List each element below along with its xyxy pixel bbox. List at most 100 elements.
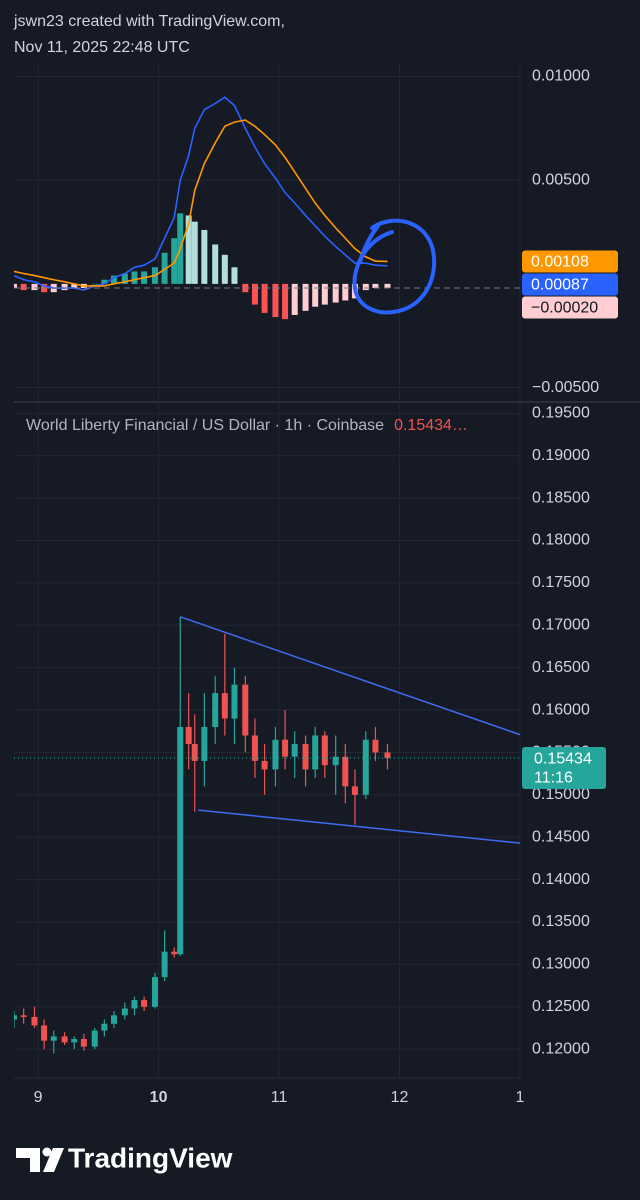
candle-body bbox=[351, 786, 358, 795]
candle-body bbox=[91, 1030, 98, 1047]
histogram-bar bbox=[342, 283, 349, 301]
price-label-box bbox=[522, 250, 618, 273]
candle-body bbox=[261, 760, 268, 770]
price-label-text: 0.00087 bbox=[531, 277, 589, 294]
y-tick-label: 0.19500 bbox=[532, 405, 590, 422]
histogram-bar bbox=[312, 283, 319, 307]
legend-price: 0.15434… bbox=[394, 417, 468, 434]
candle-body bbox=[80, 1039, 87, 1047]
histogram-bar bbox=[201, 229, 208, 284]
candle-body bbox=[141, 1000, 148, 1007]
candle-body bbox=[312, 735, 319, 770]
histogram-bar bbox=[161, 252, 168, 284]
candle-body bbox=[201, 727, 208, 761]
histogram-bar bbox=[110, 275, 117, 284]
y-tick-label: −0.00500 bbox=[532, 379, 599, 396]
y-tick-label: 0.14000 bbox=[532, 871, 590, 888]
histogram-bar bbox=[31, 283, 38, 291]
logo-mark bbox=[16, 1148, 40, 1172]
macd-line bbox=[14, 96, 388, 291]
histogram-bar bbox=[121, 273, 128, 284]
legend: World Liberty Financial / US Dollar · 1h… bbox=[26, 417, 468, 434]
candle-body bbox=[161, 951, 168, 978]
chart-layer: 0.01000 0.00500 −0.00500 0.00108 0.00087 −0.0… bbox=[14, 62, 618, 1106]
histogram-bar bbox=[272, 283, 279, 318]
candle-body bbox=[342, 756, 349, 787]
price-label: −0.00020 bbox=[522, 296, 618, 319]
y-tick-label: 0.13500 bbox=[532, 913, 590, 930]
candle-body bbox=[251, 735, 258, 761]
x-tick-label: 9 bbox=[34, 1089, 43, 1106]
candles bbox=[14, 616, 520, 1054]
histogram-bar bbox=[91, 283, 98, 285]
y-tick-label: 0.12500 bbox=[532, 998, 590, 1015]
header-line: Nov 11, 2025 22:48 UTC bbox=[14, 39, 190, 56]
x-tick-label: 1 bbox=[516, 1089, 525, 1106]
histogram-bar bbox=[261, 283, 268, 313]
candle-body bbox=[221, 693, 228, 719]
price-label-text: 0.00108 bbox=[531, 254, 589, 271]
candle-body bbox=[384, 752, 391, 759]
header-line: jswn23 created with TradingView.com, bbox=[13, 13, 285, 30]
logo: TradingView bbox=[16, 1142, 233, 1173]
candle-body bbox=[362, 739, 369, 795]
last-price-box bbox=[522, 747, 606, 790]
price-label: 0.00108 bbox=[522, 250, 618, 273]
histogram-bar bbox=[251, 283, 258, 305]
price-label: 0.00087 bbox=[522, 273, 618, 296]
macd-plot bbox=[14, 96, 391, 320]
candle-body bbox=[212, 693, 219, 728]
price-label-box bbox=[522, 296, 618, 319]
trendline bbox=[198, 809, 520, 844]
histogram-bar bbox=[61, 283, 68, 291]
histogram-bar bbox=[332, 283, 339, 303]
histogram-bar bbox=[131, 271, 138, 284]
hand-drawn-stroke bbox=[358, 224, 380, 264]
histogram-bar bbox=[14, 283, 17, 289]
brand: TradingView bbox=[68, 1142, 233, 1173]
y-tick-label: 0.15000 bbox=[532, 786, 590, 803]
candle-body bbox=[110, 1015, 117, 1024]
histogram-bar bbox=[231, 267, 238, 284]
candle-body bbox=[302, 743, 309, 770]
candle-body bbox=[242, 684, 249, 736]
histogram-bar bbox=[185, 215, 192, 284]
price-label-box bbox=[522, 273, 618, 296]
candle-body bbox=[101, 1023, 108, 1031]
countdown-text: 11:16 bbox=[534, 769, 573, 786]
candle-body bbox=[31, 1016, 38, 1026]
y-tick-label: 0.18500 bbox=[532, 489, 590, 506]
histogram-bar bbox=[384, 283, 391, 289]
histogram-bar bbox=[101, 279, 108, 284]
histogram-bar bbox=[291, 283, 298, 315]
y-tick-label: 0.17000 bbox=[532, 616, 590, 633]
histogram-bar bbox=[372, 283, 379, 289]
histogram-bar bbox=[282, 283, 289, 320]
x-tick-label: 11 bbox=[271, 1089, 288, 1106]
candle-body bbox=[14, 1015, 17, 1020]
candle-body bbox=[131, 1000, 138, 1009]
candle-body bbox=[191, 743, 198, 761]
y-tick-label: 0.01000 bbox=[532, 68, 590, 85]
y-tick-label: 0.17500 bbox=[532, 574, 590, 591]
candle-body bbox=[321, 735, 328, 766]
histogram-bar bbox=[191, 221, 198, 284]
candle-body bbox=[61, 1036, 68, 1043]
histogram-bar bbox=[321, 283, 328, 305]
logo-mark bbox=[43, 1148, 64, 1172]
x-tick-label: 12 bbox=[391, 1089, 409, 1106]
candle-body bbox=[41, 1025, 48, 1041]
y-tick-label: 0.00500 bbox=[532, 171, 590, 188]
y-tick-label: 0.19000 bbox=[532, 447, 590, 464]
trendline bbox=[180, 616, 520, 736]
candle-body bbox=[151, 977, 158, 1007]
histogram-bar bbox=[212, 244, 219, 284]
y-tick-label: 0.14500 bbox=[532, 828, 590, 845]
candle-body bbox=[71, 1039, 78, 1043]
histogram-bar bbox=[221, 254, 228, 284]
legend-symbol: World Liberty Financial / US Dollar · 1h… bbox=[26, 417, 384, 434]
candle-body bbox=[272, 739, 279, 770]
histogram-bar bbox=[302, 283, 309, 311]
logo-dot bbox=[42, 1147, 52, 1157]
